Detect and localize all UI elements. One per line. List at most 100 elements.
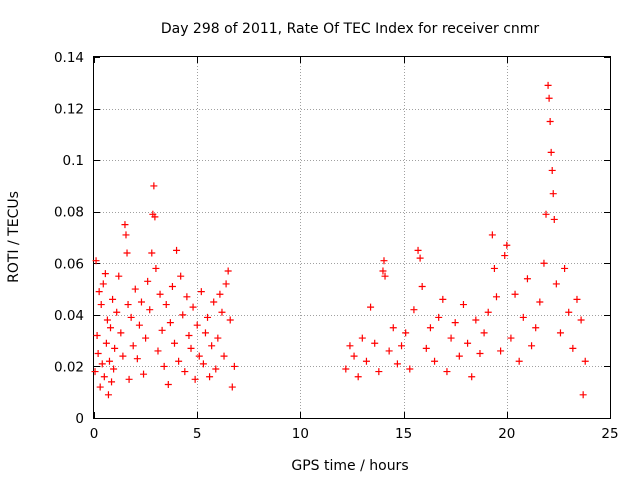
data-point-plus [220, 352, 228, 360]
x-tick-label: 5 [193, 426, 202, 442]
axis-ticks: 0 5 10 15 20 25 0 0.02 0.04 0.06 0.08 0.1 0.12 0.14 [54, 50, 619, 442]
data-point-plus [152, 264, 160, 272]
grid-lines [94, 57, 610, 418]
data-point-plus [218, 308, 226, 316]
data-point-plus [133, 355, 141, 363]
data-point-plus [464, 339, 472, 347]
data-point-plus [140, 370, 148, 378]
data-point-plus [416, 254, 424, 262]
data-point-plus [108, 378, 116, 386]
data-point-plus [228, 383, 236, 391]
data-point-plus [346, 342, 354, 350]
data-point-plus [548, 166, 556, 174]
data-point-plus [187, 344, 195, 352]
data-point-plus [115, 272, 123, 280]
data-point-plus [549, 190, 557, 198]
data-point-plus [380, 257, 388, 265]
data-point-plus [105, 357, 113, 365]
data-point-plus [402, 329, 410, 337]
data-point-plus [193, 321, 201, 329]
data-point-plus [97, 301, 105, 309]
data-point-plus [393, 360, 401, 368]
data-point-plus [199, 360, 207, 368]
data-point-plus [468, 373, 476, 381]
data-point-plus [544, 81, 552, 89]
data-point-plus [532, 324, 540, 332]
data-point-plus [398, 342, 406, 350]
data-point-plus [204, 313, 212, 321]
data-point-plus [195, 352, 203, 360]
data-point-plus [224, 267, 232, 275]
data-point-plus [350, 352, 358, 360]
data-point-plus [536, 298, 544, 306]
x-tick-label: 0 [90, 426, 99, 442]
data-point-plus [164, 380, 172, 388]
data-point-plus [547, 148, 555, 156]
data-point-plus [342, 365, 350, 373]
data-point-plus [565, 308, 573, 316]
data-point-plus [222, 280, 230, 288]
data-point-plus [121, 221, 129, 229]
data-point-plus [148, 249, 156, 257]
data-point-plus [503, 241, 511, 249]
data-point-plus [581, 357, 589, 365]
data-point-plus [569, 344, 577, 352]
data-point-plus [431, 357, 439, 365]
data-point-plus [206, 373, 214, 381]
data-point-plus [422, 344, 430, 352]
x-axis-title: GPS time / hours [291, 458, 408, 474]
data-point-plus [546, 117, 554, 125]
data-point-plus [168, 282, 176, 290]
data-point-plus [426, 324, 434, 332]
data-point-plus [117, 329, 125, 337]
data-point-plus [197, 288, 205, 296]
data-point-plus [501, 252, 509, 260]
data-point-plus [162, 301, 170, 309]
y-tick-label: 0.02 [54, 359, 84, 375]
data-point-plus [131, 285, 139, 293]
y-tick-label: 0.08 [54, 205, 84, 221]
data-point-plus [91, 368, 99, 376]
data-point-plus [173, 246, 181, 254]
data-point-plus [99, 280, 107, 288]
data-point-plus [210, 298, 218, 306]
y-tick-label: 0 [75, 411, 84, 427]
data-point-plus [170, 339, 178, 347]
data-point-plus [122, 231, 130, 239]
data-point-plus [371, 339, 379, 347]
data-point-plus [451, 319, 459, 327]
data-point-plus [226, 316, 234, 324]
data-point-plus [156, 290, 164, 298]
data-point-plus [550, 215, 558, 223]
data-point-plus [104, 391, 112, 399]
data-point-plus [410, 306, 418, 314]
data-point-plus [107, 324, 115, 332]
data-point-plus [507, 334, 515, 342]
data-point-plus [540, 259, 548, 267]
data-point-plus [142, 334, 150, 342]
data-point-plus [96, 383, 104, 391]
data-point-plus [212, 365, 220, 373]
data-point-plus [95, 288, 103, 296]
data-point-plus [375, 368, 383, 376]
data-point-plus [101, 270, 109, 278]
data-point-plus [175, 357, 183, 365]
data-point-plus [385, 347, 393, 355]
data-point-plus [381, 272, 389, 280]
data-point-plus [129, 342, 137, 350]
data-point-plus [484, 308, 492, 316]
data-point-plus [94, 350, 102, 358]
data-point-plus [127, 313, 135, 321]
data-point-plus [92, 257, 100, 265]
data-point-plus [181, 368, 189, 376]
data-point-plus [144, 277, 152, 285]
data-point-plus [137, 298, 145, 306]
data-point-plus [113, 308, 121, 316]
data-point-plus [183, 293, 191, 301]
data-point-plus [150, 182, 158, 190]
chart-title: Day 298 of 2011, Rate Of TEC Index for r… [161, 21, 540, 37]
data-point-plus [358, 334, 366, 342]
data-point-plus [552, 280, 560, 288]
data-point-plus [511, 290, 519, 298]
